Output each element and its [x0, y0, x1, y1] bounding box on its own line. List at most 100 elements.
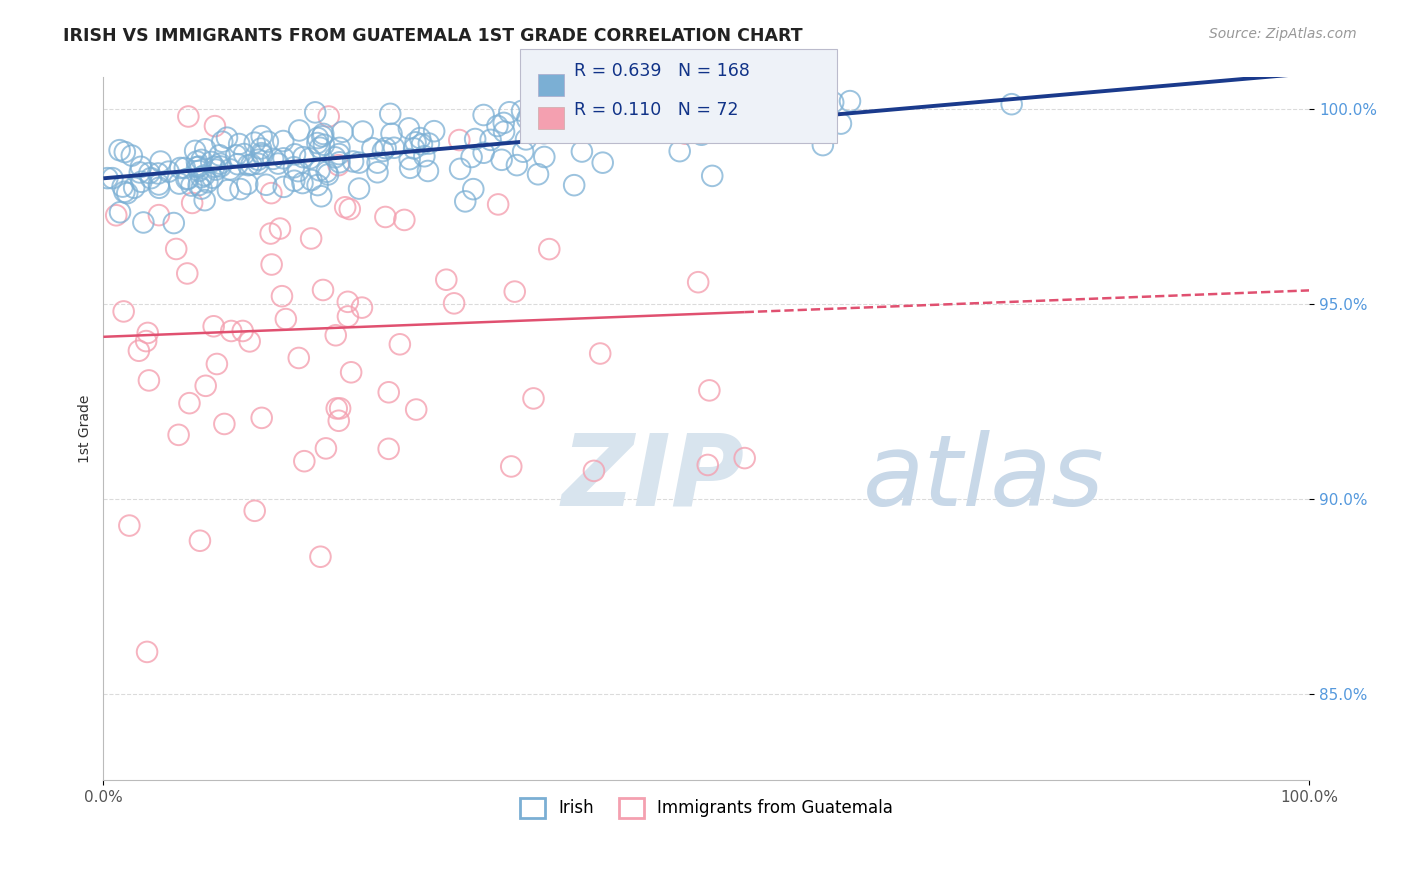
- Point: [494, 125, 516, 139]
- Point: [299, 231, 322, 245]
- Point: [405, 402, 427, 417]
- Point: [398, 121, 420, 136]
- Text: atlas: atlas: [863, 430, 1105, 526]
- Point: [347, 155, 370, 169]
- Point: [243, 136, 266, 150]
- Point: [734, 451, 756, 466]
- Point: [215, 130, 238, 145]
- Point: [340, 365, 363, 379]
- Point: [105, 208, 128, 222]
- Text: R = 0.639   N = 168: R = 0.639 N = 168: [574, 62, 749, 80]
- Point: [247, 157, 270, 171]
- Point: [259, 227, 281, 241]
- Point: [335, 200, 357, 214]
- Point: [269, 221, 291, 235]
- Point: [307, 136, 329, 150]
- Text: ZIP: ZIP: [561, 430, 745, 526]
- Point: [443, 296, 465, 310]
- Point: [204, 119, 226, 133]
- Point: [464, 132, 486, 146]
- Point: [315, 165, 337, 179]
- Point: [194, 193, 217, 207]
- Point: [352, 124, 374, 138]
- Point: [418, 136, 440, 151]
- Point: [506, 158, 529, 172]
- Point: [811, 138, 834, 153]
- Point: [316, 168, 339, 182]
- Point: [117, 186, 139, 201]
- Point: [371, 144, 394, 158]
- Point: [226, 157, 249, 171]
- Point: [139, 171, 162, 186]
- Point: [463, 182, 485, 196]
- Point: [492, 116, 515, 130]
- Point: [187, 160, 209, 174]
- Point: [211, 135, 233, 149]
- Point: [138, 166, 160, 180]
- Point: [630, 116, 652, 130]
- Point: [148, 208, 170, 222]
- Point: [336, 310, 359, 324]
- Point: [454, 194, 477, 209]
- Point: [136, 645, 159, 659]
- Point: [288, 123, 311, 137]
- Point: [328, 155, 350, 169]
- Point: [312, 283, 335, 297]
- Point: [315, 442, 337, 456]
- Point: [538, 242, 561, 256]
- Point: [592, 155, 614, 169]
- Point: [128, 165, 150, 179]
- Point: [273, 179, 295, 194]
- Point: [111, 179, 134, 194]
- Point: [336, 294, 359, 309]
- Point: [186, 160, 208, 174]
- Point: [136, 326, 159, 340]
- Point: [214, 417, 236, 431]
- Point: [409, 131, 432, 145]
- Point: [146, 166, 169, 180]
- Point: [301, 173, 323, 187]
- Point: [165, 242, 187, 256]
- Point: [283, 174, 305, 188]
- Point: [533, 126, 555, 140]
- Point: [190, 153, 212, 167]
- Point: [228, 136, 250, 151]
- Point: [527, 167, 550, 181]
- Point: [271, 134, 294, 148]
- Point: [377, 442, 399, 456]
- Point: [157, 164, 180, 178]
- Y-axis label: 1st Grade: 1st Grade: [79, 394, 93, 463]
- Point: [318, 110, 340, 124]
- Point: [194, 379, 217, 393]
- Point: [582, 464, 605, 478]
- Point: [413, 149, 436, 163]
- Point: [404, 141, 426, 155]
- Point: [380, 127, 402, 141]
- Point: [129, 160, 152, 174]
- Point: [423, 124, 446, 138]
- Point: [243, 504, 266, 518]
- Point: [479, 133, 502, 147]
- Point: [167, 177, 190, 191]
- Point: [202, 319, 225, 334]
- Point: [247, 153, 270, 167]
- Point: [129, 175, 152, 189]
- Point: [522, 392, 544, 406]
- Point: [328, 147, 350, 161]
- Point: [291, 176, 314, 190]
- Point: [486, 197, 509, 211]
- Point: [209, 157, 232, 171]
- Point: [205, 162, 228, 177]
- Point: [564, 121, 586, 136]
- Point: [179, 396, 201, 410]
- Point: [673, 127, 696, 141]
- Point: [177, 171, 200, 186]
- Point: [108, 205, 131, 219]
- Point: [460, 150, 482, 164]
- Point: [533, 150, 555, 164]
- Point: [325, 401, 347, 416]
- Point: [491, 153, 513, 167]
- Point: [399, 161, 422, 175]
- Point: [209, 160, 232, 174]
- Point: [287, 164, 309, 178]
